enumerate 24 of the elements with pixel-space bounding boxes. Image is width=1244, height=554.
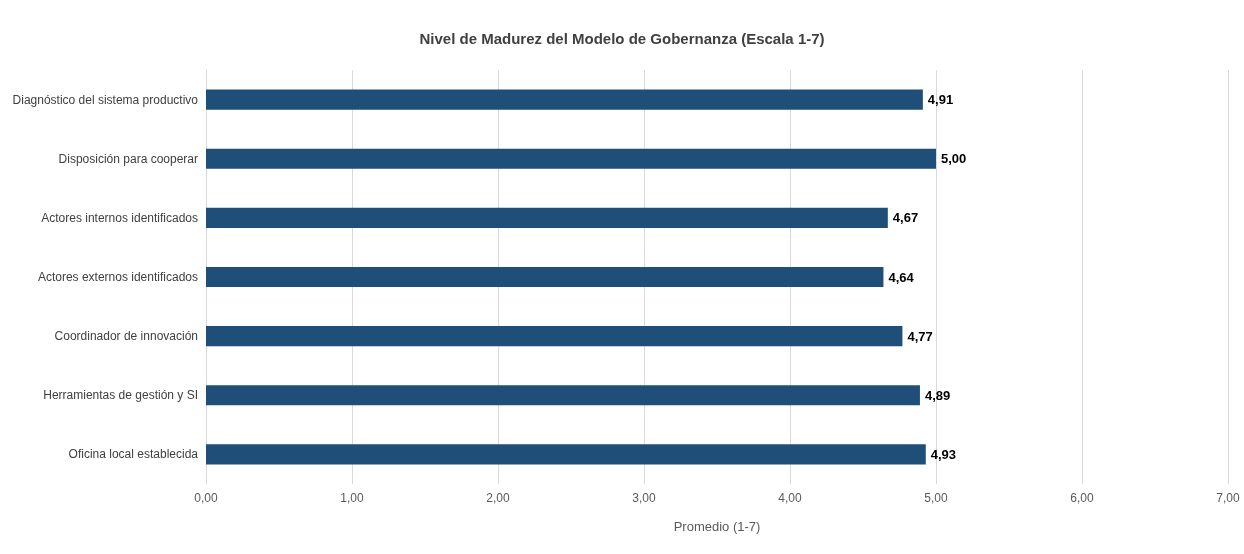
x-axis-title: Promedio (1-7)	[673, 519, 761, 534]
x-tick-label: 2,00	[486, 491, 510, 505]
y-tick-label: Actores externos identificados	[37, 270, 198, 284]
data-label: 4,93	[930, 446, 957, 462]
data-label: 4,77	[907, 328, 933, 344]
data-label: 4,89	[924, 387, 951, 403]
y-tick-label: Herramientas de gestión y SI	[43, 388, 198, 403]
data-label: 4,64	[888, 269, 915, 285]
x-tick-label: 6,00	[1070, 491, 1094, 505]
data-label: 4,91	[927, 92, 954, 108]
y-tick-label: Oficina local establecida	[68, 447, 199, 462]
x-tick-label: 3,00	[632, 491, 656, 505]
chart-title: Nivel de Madurez del Modelo de Gobernanza (Escala 1-7)	[419, 30, 825, 47]
y-tick-label: Coordinador de innovación	[54, 329, 198, 344]
y-tick-label: Diagnóstico del sistema productivo	[12, 92, 199, 107]
x-tick-label: 5,00	[924, 491, 948, 505]
x-tick-label: 4,00	[778, 491, 802, 505]
x-tick-label: 0,00	[194, 491, 218, 505]
y-tick-label: Disposición para cooperar	[58, 151, 198, 166]
x-tick-label: 1,00	[340, 491, 364, 505]
data-label: 5,00	[941, 151, 967, 167]
y-tick-label: Actores internos identificados	[41, 210, 198, 225]
x-tick-label: 7,00	[1216, 491, 1240, 505]
data-label: 4,67	[892, 210, 919, 226]
